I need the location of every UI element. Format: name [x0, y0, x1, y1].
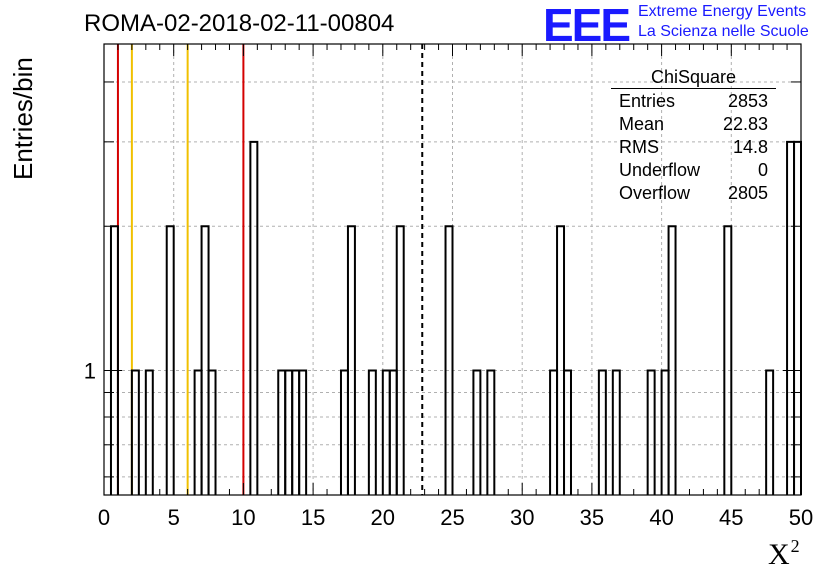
histogram-bin: [646, 369, 656, 495]
y-tick-label: 1: [84, 359, 96, 384]
histogram-bin: [165, 225, 175, 495]
stats-title: ChiSquare: [611, 66, 776, 89]
histogram-bin: [556, 225, 566, 495]
histogram-bin: [660, 369, 670, 495]
histogram-bin: [144, 369, 154, 495]
logo-caption-line2: La Scienza nelle Scuole: [638, 23, 809, 40]
stats-row-entries: Entries 2853: [611, 90, 776, 113]
histogram-bin: [563, 369, 572, 495]
stats-value: 14.8: [732, 137, 768, 157]
histogram-bin: [549, 369, 559, 495]
stats-label: RMS: [619, 137, 659, 157]
stats-value: 22.83: [722, 114, 768, 134]
x-axis-label-superscript: 2: [790, 536, 800, 556]
histogram-bin: [388, 369, 398, 495]
histogram-bin: [109, 225, 119, 495]
x-tick-label: 15: [301, 505, 325, 530]
histogram-bin: [277, 369, 287, 495]
logo-caption: Extreme Energy Events La Scienza nelle S…: [638, 2, 809, 42]
histogram-bin: [597, 369, 607, 495]
x-axis-label-base: X: [768, 538, 790, 571]
histogram-bin: [793, 140, 802, 495]
histogram-bin: [200, 225, 210, 495]
x-tick-label: 45: [719, 505, 743, 530]
stats-label: Underflow: [619, 160, 701, 180]
histogram-bin: [786, 140, 796, 495]
x-tick-label: 35: [580, 505, 604, 530]
stats-label: Entries: [619, 91, 676, 111]
stats-box: ChiSquare Entries 2853 Mean 22.83 RMS 14…: [611, 66, 776, 205]
histogram-bin: [193, 369, 203, 495]
histogram-bin: [284, 369, 294, 495]
stats-label: Overflow: [619, 183, 691, 203]
histogram-bin: [339, 369, 349, 495]
x-tick-label: 25: [440, 505, 464, 530]
stats-value: 2805: [727, 183, 768, 203]
axis-ticks: 0 5 10 15 20 25 30 35 40 45 50 1: [84, 44, 813, 530]
histogram-bin: [381, 369, 391, 495]
histogram-bin: [367, 369, 377, 495]
stats-row-rms: RMS 14.8: [611, 136, 776, 159]
histogram-bin: [291, 369, 301, 495]
histogram-bin: [611, 369, 621, 495]
stats-row-mean: Mean 22.83: [611, 113, 776, 136]
x-tick-label: 10: [231, 505, 255, 530]
x-tick-label: 50: [789, 505, 813, 530]
y-axis-label: Entries/bin: [8, 57, 38, 180]
histogram-bin: [486, 369, 496, 495]
histogram-bin: [207, 369, 217, 495]
histogram-bin: [298, 369, 308, 495]
x-tick-label: 0: [98, 505, 110, 530]
x-tick-label: 20: [371, 505, 395, 530]
x-tick-label: 30: [510, 505, 534, 530]
chart-title: ROMA-02-2018-02-11-00804: [84, 10, 395, 37]
histogram-bin: [765, 369, 775, 495]
histogram-bin: [249, 140, 259, 495]
histogram-bin: [472, 369, 482, 495]
stats-label: Mean: [619, 114, 665, 134]
x-axis-label: X2: [768, 536, 800, 572]
histogram-bin: [130, 369, 140, 495]
histogram-bin: [346, 225, 356, 495]
histogram-bins: [109, 140, 802, 495]
eee-logo: EEE: [543, 0, 631, 51]
x-tick-label: 40: [649, 505, 673, 530]
histogram-bin: [667, 225, 677, 495]
histogram-bin: [723, 225, 733, 495]
stats-value: 2853: [727, 91, 768, 111]
histogram-bin: [395, 225, 405, 495]
x-tick-label: 5: [168, 505, 180, 530]
logo-caption-line1: Extreme Energy Events: [638, 3, 807, 20]
stats-row-overflow: Overflow 2805: [611, 182, 776, 205]
stats-row-underflow: Underflow 0: [611, 159, 776, 182]
stats-value: 0: [757, 160, 768, 180]
histogram-bin: [444, 225, 454, 495]
